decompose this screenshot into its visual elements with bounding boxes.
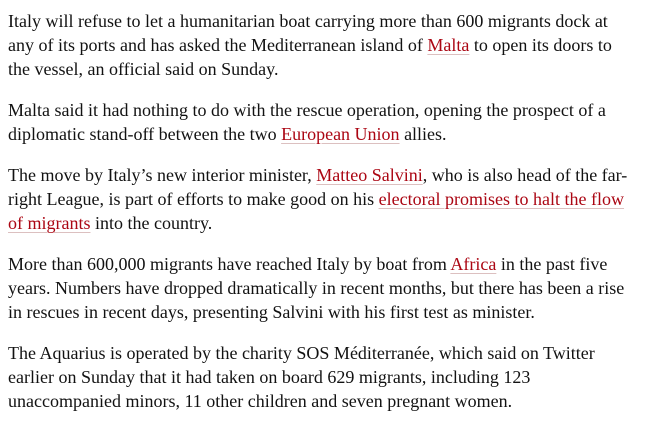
text-run: Malta said it had nothing to do with the… [8, 100, 606, 144]
inline-link[interactable]: electoral promises to halt the flow of m… [8, 189, 625, 233]
paragraph: The Aquarius is operated by the charity … [8, 341, 636, 413]
paragraph: More than 600,000 migrants have reached … [8, 252, 636, 324]
text-run: into the country. [90, 213, 213, 233]
text-run: , who is also head of the far-right Leag… [8, 165, 628, 209]
text-run: in the past five years. Numbers have dro… [8, 254, 625, 322]
text-run: More than 600,000 migrants have reached … [8, 254, 451, 274]
paragraph: The move by Italy’s new interior ministe… [8, 163, 636, 235]
text-run: to open its doors to the vessel, an offi… [8, 35, 612, 79]
paragraph: Italy will refuse to let a humanitarian … [8, 9, 636, 81]
paragraph: Malta said it had nothing to do with the… [8, 98, 636, 146]
inline-link[interactable]: Matteo Salvini [316, 165, 423, 185]
inline-link[interactable]: Africa [450, 254, 497, 274]
inline-link[interactable]: European Union [281, 124, 400, 144]
text-run: Italy will refuse to let a humanitarian … [8, 11, 608, 55]
text-run: The Aquarius is operated by the charity … [8, 343, 595, 411]
text-run: The move by Italy’s new interior ministe… [8, 165, 317, 185]
inline-link[interactable]: Malta [427, 35, 470, 55]
article-body: Italy will refuse to let a humanitarian … [8, 9, 636, 413]
text-run: allies. [399, 124, 447, 144]
